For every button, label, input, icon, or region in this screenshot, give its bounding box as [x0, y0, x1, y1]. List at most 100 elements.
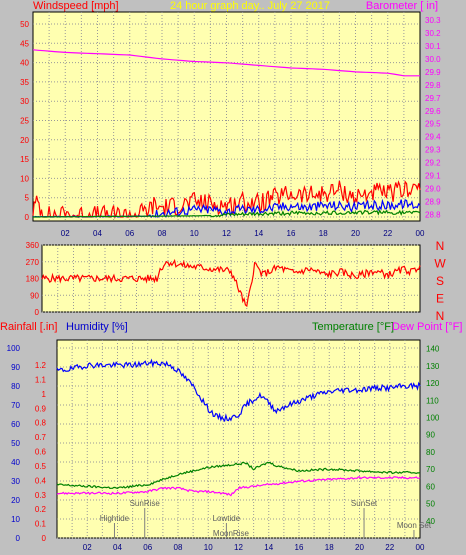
direction-tick-label: 360 [26, 241, 40, 250]
direction-tick-label: 180 [26, 275, 40, 284]
temperature-line [56, 461, 421, 490]
rainfall-axis-label: Rainfall [.in] [0, 321, 57, 333]
axis-tick-labels: 0510152025303540455028.828.929.029.129.2… [7, 16, 447, 552]
barometer-tick-label: 29.9 [425, 68, 441, 77]
wind-x-tick-label: 04 [93, 229, 102, 238]
temperature-tick-label: 90 [426, 431, 435, 440]
temperature-tick-label: 40 [426, 517, 435, 526]
humidity-tick-label: 20 [11, 496, 20, 505]
humidity-tick-label: 10 [11, 515, 20, 524]
event-label: Moon Set [397, 521, 432, 530]
wind-tick-label: 0 [25, 213, 30, 222]
rainfall-tick-label: 0.4 [35, 476, 47, 485]
barometer-tick-label: 28.9 [425, 198, 441, 207]
windspeed-axis-label: Windspeed [mph] [33, 0, 119, 12]
wind-tick-label: 10 [20, 174, 29, 183]
barometer-tick-label: 29.5 [425, 120, 441, 129]
direction-tick-label: 0 [35, 308, 40, 317]
compass-label: W [434, 257, 446, 271]
barometer-tick-label: 28.8 [425, 211, 441, 220]
barometer-tick-label: 29.2 [425, 159, 441, 168]
wind-tick-label: 40 [20, 59, 29, 68]
humidity-x-tick-label: 20 [355, 543, 364, 552]
wind-x-tick-label: 08 [158, 229, 167, 238]
temperature-tick-label: 120 [426, 379, 440, 388]
temperature-axis-label: Temperature [°F] [312, 321, 394, 333]
humidity-x-tick-label: 08 [174, 543, 183, 552]
wind-tick-label: 20 [20, 136, 29, 145]
wind-x-tick-label: 18 [319, 229, 328, 238]
rainfall-tick-label: 0.9 [35, 404, 47, 413]
humidity-tick-label: 0 [16, 534, 21, 543]
gust-line [32, 180, 421, 220]
humidity-tick-label: 80 [11, 382, 20, 391]
humidity-tick-label: 50 [11, 439, 20, 448]
barometer-tick-label: 29.4 [425, 133, 441, 142]
humidity-tick-label: 40 [11, 458, 20, 467]
rainfall-tick-label: 0.5 [35, 462, 47, 471]
wind-x-tick-label: 14 [254, 229, 263, 238]
wind-tick-label: 30 [20, 97, 29, 106]
temperature-tick-label: 50 [426, 500, 435, 509]
rainfall-tick-label: 1 [42, 390, 47, 399]
temperature-tick-label: 80 [426, 448, 435, 457]
event-label: SunRise [130, 499, 161, 508]
barometer-tick-label: 29.6 [425, 107, 441, 116]
wind-x-tick-label: 10 [190, 229, 199, 238]
rainfall-tick-label: 0.2 [35, 505, 47, 514]
humidity-axis-label: Humidity [%] [66, 321, 128, 333]
humidity-x-tick-label: 06 [143, 543, 152, 552]
barometer-tick-label: 30.0 [425, 55, 441, 64]
humidity-line [56, 358, 421, 423]
wind-x-tick-label: 20 [351, 229, 360, 238]
compass-label: N [436, 309, 445, 323]
rainfall-tick-label: 0.8 [35, 419, 47, 428]
humidity-x-tick-label: 16 [295, 543, 304, 552]
temperature-tick-label: 110 [426, 396, 439, 405]
rainfall-tick-label: 0.7 [35, 433, 47, 442]
humidity-tick-label: 70 [11, 401, 20, 410]
rainfall-tick-label: 1.2 [35, 361, 47, 370]
barometer-tick-label: 29.3 [425, 146, 441, 155]
wind-x-tick-label: 00 [416, 229, 425, 238]
barometer-tick-label: 30.2 [425, 29, 441, 38]
temperature-tick-label: 70 [426, 465, 435, 474]
temperature-tick-label: 130 [426, 362, 440, 371]
wind-tick-label: 35 [20, 78, 29, 87]
event-label: Hightide [100, 514, 130, 523]
barometer-axis-label: Barometer [ in] [366, 0, 438, 12]
series-lines [32, 49, 421, 497]
wind-x-tick-label: 06 [125, 229, 134, 238]
barometer-tick-label: 29.1 [425, 172, 441, 181]
temperature-tick-label: 60 [426, 482, 435, 491]
barometer-tick-label: 30.3 [425, 16, 441, 25]
temperature-tick-label: 100 [426, 413, 440, 422]
compass-label: N [436, 239, 445, 253]
dewpoint-line [56, 475, 421, 497]
event-label: Lowtide [213, 514, 241, 523]
rainfall-tick-label: 1.1 [35, 376, 47, 385]
humidity-x-tick-label: 02 [83, 543, 92, 552]
barometer-tick-label: 30.1 [425, 42, 441, 51]
wind-tick-label: 15 [20, 155, 29, 164]
event-label: SunSet [351, 499, 378, 508]
rainfall-tick-label: 0.3 [35, 491, 47, 500]
wind-tick-label: 50 [20, 20, 29, 29]
humidity-x-tick-label: 18 [325, 543, 334, 552]
barometer-tick-label: 29.8 [425, 81, 441, 90]
temperature-tick-label: 140 [426, 345, 440, 354]
dewpoint-axis-label: Dew Point [°F] [392, 321, 462, 333]
humidity-x-tick-label: 12 [234, 543, 243, 552]
barometer-tick-label: 29.0 [425, 185, 441, 194]
wind_dir-line [41, 258, 421, 308]
humidity-x-tick-label: 14 [264, 543, 273, 552]
humidity-x-tick-label: 10 [204, 543, 213, 552]
compass-label: E [436, 292, 444, 306]
humidity-panel-grid [57, 340, 420, 539]
humidity-x-tick-label: 04 [113, 543, 122, 552]
compass-label: S [436, 274, 444, 288]
humidity-tick-label: 30 [11, 477, 20, 486]
